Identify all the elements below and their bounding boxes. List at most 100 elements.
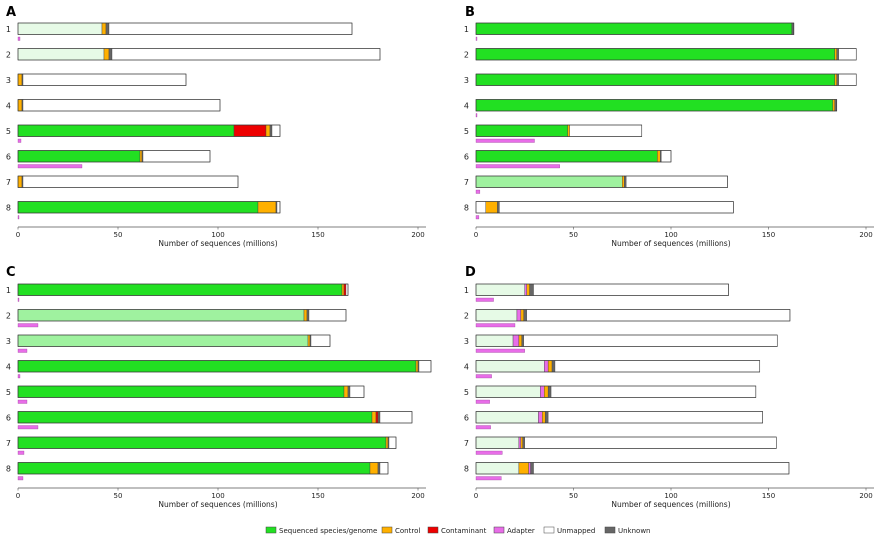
bar-segment-unknown <box>522 436 525 449</box>
adapter-bar <box>475 113 478 118</box>
adapter-bar <box>475 297 494 302</box>
row-label: 1 <box>6 286 11 295</box>
bar-row-7: 7 <box>6 175 239 188</box>
x-axis-title: Number of sequences (millions) <box>158 500 277 509</box>
bar-outline <box>17 99 221 112</box>
bar-outline <box>475 48 857 61</box>
bar-row-3: 3 <box>6 73 187 86</box>
bar-row-8: 8 <box>6 201 281 220</box>
bar-row-7: 7 <box>464 175 728 194</box>
panel-letter: D <box>465 265 476 280</box>
bar-row-4: 4 <box>6 99 221 112</box>
bar-segment-sequenced <box>475 99 834 112</box>
bar-segment-unknown <box>497 201 500 214</box>
bar-segment-unknown <box>551 360 556 373</box>
x-tick-label: 50 <box>569 492 578 500</box>
adapter-bar <box>475 348 525 353</box>
bar-segment-unknown <box>547 385 552 398</box>
bar-segment-sequenced <box>17 360 417 373</box>
row-label: 3 <box>464 76 469 85</box>
bar-outline <box>475 385 757 398</box>
bar-row-1: 1 <box>6 283 349 302</box>
bar-segment-unmapped <box>111 48 381 61</box>
bar-segment-control <box>343 385 349 398</box>
legend-label: Contaminant <box>441 527 487 535</box>
bar-segment-unknown <box>545 411 549 424</box>
bar-segment-contaminant <box>343 283 347 296</box>
bar-outline <box>475 99 838 112</box>
bar-outline <box>475 201 734 214</box>
adapter-bar <box>17 450 25 455</box>
bar-segment-unknown <box>624 175 627 188</box>
row-label: 6 <box>464 413 469 422</box>
bar-row-4: 4 <box>464 99 838 118</box>
x-tick-label: 200 <box>859 492 872 500</box>
bar-segment-control <box>265 124 271 137</box>
bar-segment-unmapped <box>526 309 791 322</box>
adapter-bar <box>475 215 480 220</box>
bar-segment-unknown <box>836 48 839 61</box>
bar-outline <box>475 309 791 322</box>
bar-outline <box>17 124 281 137</box>
bar-segment-control <box>547 360 553 373</box>
bar-segment-sequenced <box>475 73 835 86</box>
x-tick-label: 100 <box>664 231 677 239</box>
bar-segment-unmapped <box>838 48 857 61</box>
bar-segment-sequenced <box>17 411 373 424</box>
legend: Sequenced species/genome Control Contamina… <box>265 526 651 535</box>
panel-d: D 1 2 3 4 5 6 7 8 0 50 100 150 200 Number of sequences… <box>464 265 874 509</box>
bar-segment-sequenced-pale <box>475 309 518 322</box>
adapter-bar <box>17 215 20 220</box>
panel-letter: A <box>6 5 16 20</box>
bar-outline <box>17 360 432 373</box>
bar-segment-unmapped <box>308 309 347 322</box>
bar-segment-control <box>341 283 345 296</box>
bar-segment-unmapped <box>22 99 221 112</box>
bar-segment-unmapped <box>523 334 778 347</box>
bar-segment-sequenced <box>17 436 387 449</box>
legend-item-contaminant: Contaminant <box>427 526 487 535</box>
panel-a: A 1 2 3 4 5 6 7 8 0 50 100 150 200 Number of sequences… <box>6 5 426 248</box>
adapter-bar <box>475 476 502 481</box>
x-tick-label: 50 <box>569 231 578 239</box>
bar-segment-sequenced-pale <box>475 411 539 424</box>
bar-segment-unknown <box>306 309 310 322</box>
adapter-bar <box>17 476 24 481</box>
x-axis-title: Number of sequences (millions) <box>611 239 730 248</box>
bar-outline <box>475 334 778 347</box>
bar-segment-unmapped <box>533 283 729 296</box>
bar-segment-control <box>415 360 419 373</box>
bar-segment-unmapped <box>310 334 331 347</box>
row-label: 2 <box>464 311 469 320</box>
row-label: 4 <box>464 362 469 371</box>
panel-c: C 1 2 3 4 5 6 7 8 0 50 100 150 200 Number of sequences… <box>6 265 432 509</box>
bar-outline <box>475 22 795 35</box>
row-label: 7 <box>464 439 469 448</box>
bar-row-4: 4 <box>464 360 761 379</box>
bar-segment-unknown <box>529 283 534 296</box>
bar-segment-unmapped <box>108 22 353 35</box>
adapter-bar <box>475 138 535 143</box>
bar-row-2: 2 <box>6 48 381 61</box>
bar-outline <box>17 436 397 449</box>
bar-row-4: 4 <box>6 360 432 379</box>
bar-outline <box>17 150 211 163</box>
bar-segment-adapter <box>512 334 520 347</box>
bar-segment-unmapped <box>418 360 432 373</box>
legend-swatch <box>543 526 555 534</box>
bar-outline <box>475 411 763 424</box>
bar-segment-control <box>485 201 498 214</box>
bar-segment-unmapped <box>547 411 763 424</box>
row-label: 6 <box>6 413 11 422</box>
bar-segment-control <box>17 99 23 112</box>
row-label: 5 <box>464 127 469 136</box>
bar-segment-unmapped <box>271 124 281 137</box>
legend-item-sequenced: Sequenced species/genome <box>265 526 377 535</box>
bar-segment-control <box>520 309 524 322</box>
bar-segment-adapter <box>518 436 522 449</box>
legend-item-adapter: Adapter <box>493 526 535 535</box>
x-axis-title: Number of sequences (millions) <box>611 500 730 509</box>
bar-segment-control <box>518 334 523 347</box>
bar-segment-control <box>17 73 23 86</box>
